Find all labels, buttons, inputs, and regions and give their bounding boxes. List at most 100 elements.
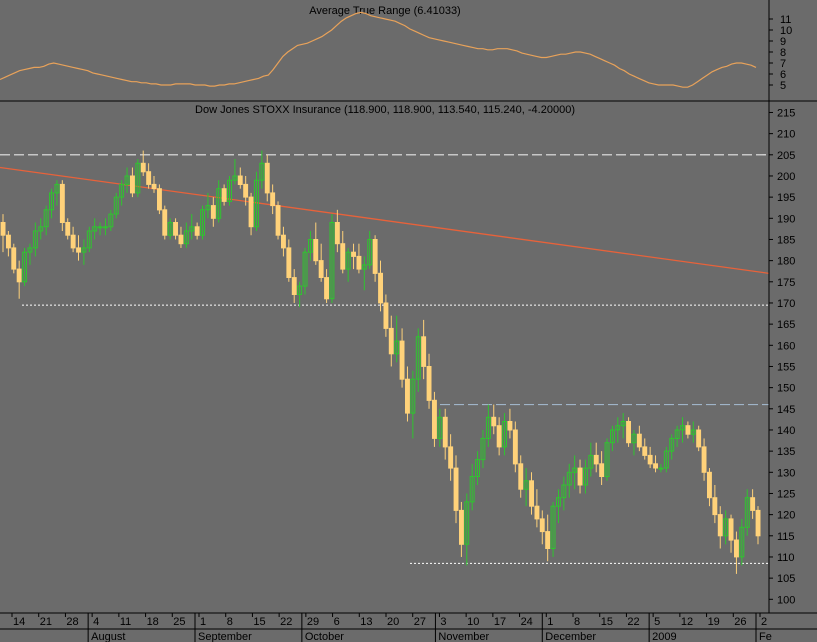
candle-down bbox=[755, 509, 761, 537]
atr-line bbox=[0, 11, 757, 88]
candle-up bbox=[103, 226, 108, 229]
candle-down bbox=[356, 255, 362, 270]
candle-down bbox=[334, 222, 340, 245]
candle-down bbox=[750, 497, 756, 511]
candle-up bbox=[227, 179, 233, 202]
candle-up bbox=[32, 230, 38, 249]
x-tick-label: 8 bbox=[574, 616, 580, 628]
candle-down bbox=[221, 188, 227, 202]
candle-down bbox=[76, 247, 81, 253]
candle-up bbox=[744, 497, 750, 528]
candle-down bbox=[496, 425, 502, 448]
candle-up bbox=[502, 421, 508, 448]
candle-up bbox=[615, 425, 621, 431]
candle-up bbox=[97, 226, 103, 229]
candle-down bbox=[653, 463, 658, 469]
candle-up bbox=[232, 175, 238, 181]
x-tick-label: 19 bbox=[708, 616, 720, 628]
candle-down bbox=[728, 518, 734, 541]
price-y-tick-label: 120 bbox=[777, 510, 795, 522]
candle-up bbox=[437, 416, 443, 439]
candle-up bbox=[410, 378, 416, 414]
x-tick-label: 2 bbox=[761, 616, 767, 628]
price-y-tick-label: 160 bbox=[777, 340, 795, 352]
month-label: September bbox=[198, 631, 252, 642]
candle-up bbox=[367, 239, 373, 266]
candle-down bbox=[281, 234, 286, 249]
candle-down bbox=[512, 429, 518, 465]
price-panel: Dow Jones STOXX Insurance (118.900, 118.… bbox=[0, 104, 795, 606]
candle-down bbox=[291, 277, 297, 296]
candle-down bbox=[453, 467, 459, 511]
candle-down bbox=[130, 175, 135, 194]
candle-up bbox=[205, 205, 211, 211]
candle-down bbox=[270, 192, 276, 207]
atr-y-tick-label: 7 bbox=[780, 58, 786, 70]
candle-up bbox=[216, 188, 222, 219]
candle-down bbox=[442, 416, 448, 448]
candle-down bbox=[16, 268, 22, 283]
x-tick-label: 5 bbox=[654, 616, 660, 628]
price-y-tick-label: 180 bbox=[777, 256, 795, 268]
price-y-tick-label: 115 bbox=[777, 531, 795, 543]
price-overlays bbox=[0, 154, 770, 564]
candle-down bbox=[146, 171, 152, 185]
candle-down bbox=[248, 196, 254, 228]
month-label: November bbox=[438, 631, 489, 642]
atr-y-tick-label: 11 bbox=[780, 14, 791, 26]
candle-down bbox=[707, 471, 712, 499]
candle-up bbox=[464, 501, 470, 545]
price-y-tick-label: 190 bbox=[777, 213, 795, 225]
candle-down bbox=[65, 222, 71, 236]
candle-down bbox=[626, 421, 631, 444]
candle-up bbox=[550, 505, 556, 550]
candle-down bbox=[734, 539, 739, 558]
atr-y-tick-label: 10 bbox=[780, 25, 792, 37]
candle-up bbox=[183, 230, 189, 245]
price-y-tick-label: 135 bbox=[777, 446, 795, 458]
candle-up bbox=[81, 247, 87, 253]
candle-down bbox=[351, 251, 357, 257]
candle-up bbox=[108, 213, 114, 228]
candle-down bbox=[178, 234, 184, 245]
candle-up bbox=[680, 425, 685, 431]
x-ticks-group: 14 21 28 4 11 18 25 1 8 15 22 29 6 13 20 27 3 10 17 24 1 8 15 2… bbox=[11, 613, 767, 628]
candle-up bbox=[135, 162, 141, 194]
price-y-tick-label: 205 bbox=[777, 150, 795, 162]
candle-down bbox=[59, 183, 65, 223]
candle-up bbox=[189, 226, 195, 232]
candle-down bbox=[140, 162, 146, 173]
x-tick-label: 11 bbox=[120, 616, 131, 628]
candle-down bbox=[599, 463, 605, 477]
candle-up bbox=[610, 429, 615, 444]
candle-down bbox=[6, 234, 11, 249]
x-tick-label: 6 bbox=[334, 616, 340, 628]
candle-up bbox=[469, 476, 475, 503]
x-tick-label: 13 bbox=[360, 616, 372, 628]
candle-up bbox=[38, 226, 44, 232]
price-y-axis: 100 105 110 115 120 125 130 135 140 145 150 155 160 1… bbox=[769, 107, 795, 606]
month-labels-group: August September October November December 20… bbox=[87, 613, 772, 642]
candles-group bbox=[0, 150, 761, 574]
candle-down bbox=[157, 188, 162, 211]
x-tick-label: 1 bbox=[547, 616, 553, 628]
candle-down bbox=[0, 222, 6, 236]
candle-up bbox=[631, 433, 637, 444]
x-tick-label: 14 bbox=[13, 616, 25, 628]
month-label: October bbox=[305, 631, 344, 642]
candle-up bbox=[588, 454, 594, 469]
price-y-tick-label: 110 bbox=[777, 552, 795, 564]
candle-up bbox=[49, 192, 54, 211]
atr-y-tick-label: 6 bbox=[780, 69, 786, 81]
candle-down bbox=[399, 340, 405, 380]
candle-up bbox=[86, 230, 92, 249]
x-tick-label: 22 bbox=[280, 616, 292, 628]
candle-up bbox=[124, 175, 130, 185]
x-tick-label: 24 bbox=[521, 616, 533, 628]
candle-up bbox=[345, 251, 351, 270]
x-tick-label: 15 bbox=[601, 616, 613, 628]
candle-up bbox=[723, 518, 729, 537]
candle-down bbox=[210, 205, 216, 219]
